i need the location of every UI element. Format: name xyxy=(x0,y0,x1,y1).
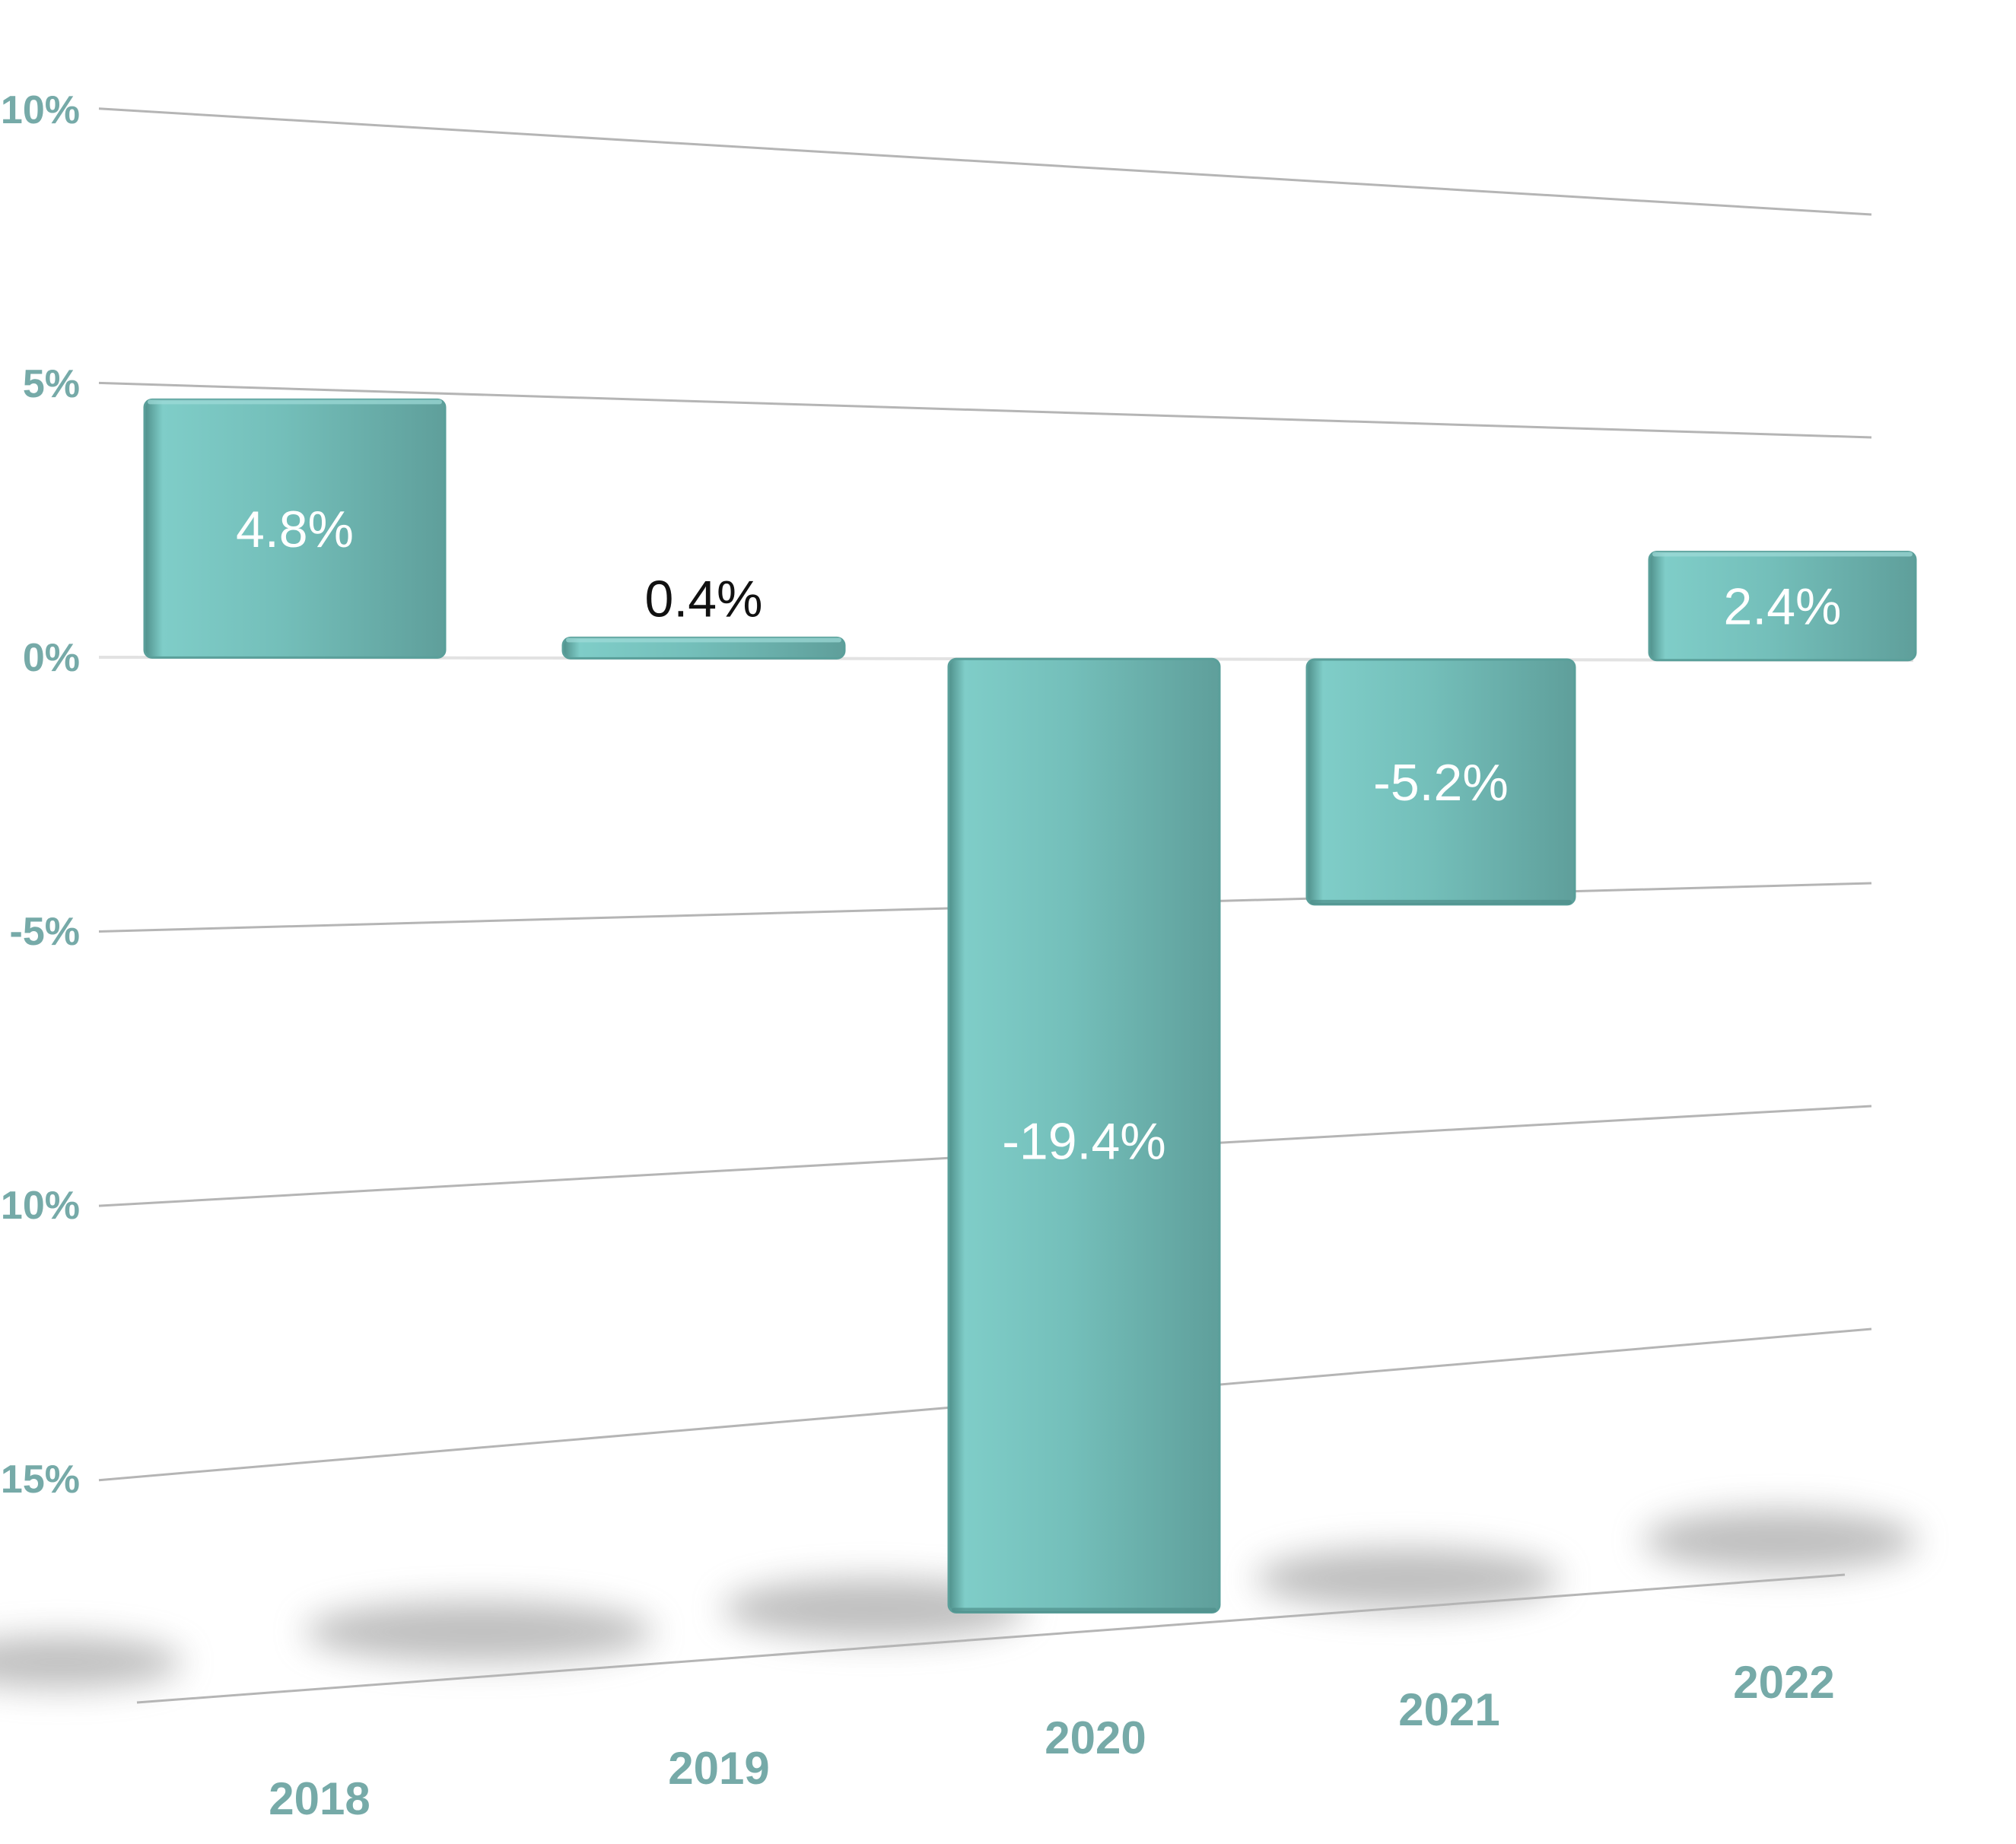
y-tick-label: 5% xyxy=(23,362,80,406)
floor-line xyxy=(136,1573,1846,1704)
x-category-label: 2019 xyxy=(668,1743,769,1794)
y-tick-label: -15% xyxy=(0,1458,80,1502)
x-category-label: 2020 xyxy=(1045,1712,1146,1763)
data-label: 0.4% xyxy=(645,570,763,628)
bar-2018 xyxy=(143,398,447,659)
bar-2020 xyxy=(947,657,1221,1614)
bar-edge xyxy=(1652,552,1913,557)
gridline xyxy=(98,381,1872,439)
bar-edge xyxy=(952,1607,1216,1613)
data-label: 2.4% xyxy=(1724,578,1842,636)
data-label: -19.4% xyxy=(1002,1112,1165,1170)
bars: 4.8% 0.4% -19.4% -5.2% 2.4% xyxy=(143,398,1917,1614)
floor-shadow xyxy=(304,1601,654,1662)
bar-2022 xyxy=(1648,551,1917,662)
floor-shadow xyxy=(1255,1548,1560,1609)
y-tick-label: -5% xyxy=(10,910,80,954)
x-axis: 2018 2019 2020 2021 2022 xyxy=(269,1657,1834,1824)
bar-edge xyxy=(148,399,442,405)
x-category-label: 2022 xyxy=(1733,1657,1834,1708)
bar-edge xyxy=(566,637,841,643)
gridline xyxy=(98,107,1872,216)
data-label: -5.2% xyxy=(1373,754,1509,812)
bar-edge xyxy=(1310,899,1572,905)
y-tick-label: 0% xyxy=(23,636,80,680)
floor-shadow xyxy=(1643,1510,1917,1571)
x-category-label: 2018 xyxy=(269,1773,370,1824)
floor-shadow xyxy=(0,1636,183,1688)
y-axis: 10% 5% 0% -5% -10% -15% xyxy=(0,88,80,1502)
data-label: 4.8% xyxy=(236,501,354,558)
bar-2021 xyxy=(1305,658,1576,906)
x-category-label: 2021 xyxy=(1398,1684,1499,1735)
bar-2019 xyxy=(561,636,846,660)
y-tick-label: -10% xyxy=(0,1184,80,1228)
y-tick-label: 10% xyxy=(1,88,80,132)
